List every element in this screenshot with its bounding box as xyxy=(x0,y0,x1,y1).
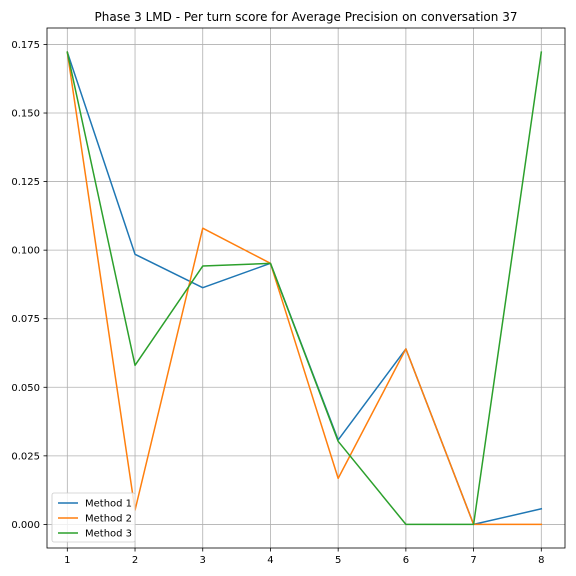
legend: Method 1 Method 2 Method 3 xyxy=(51,492,136,543)
x-tick-label: 2 xyxy=(132,555,138,566)
x-tick-label: 8 xyxy=(538,555,544,566)
x-tick-label: 3 xyxy=(200,555,206,566)
plot-area xyxy=(46,27,566,549)
series-lines xyxy=(66,51,543,526)
axes: 1 2 3 4 5 6 7 8 0.000 0.025 0.050 0.075 0.100 0.125 0.… xyxy=(11,40,544,566)
chart-title: Phase 3 LMD - Per turn score for Average… xyxy=(95,10,518,24)
y-tick-label: 0.175 xyxy=(11,40,40,51)
legend-label: Method 3 xyxy=(85,529,132,540)
x-tick-label: 6 xyxy=(403,555,409,566)
y-tick-label: 0.100 xyxy=(11,246,40,257)
y-tick-label: 0.000 xyxy=(11,520,40,531)
grid xyxy=(47,28,565,548)
y-tick-label: 0.075 xyxy=(11,314,40,325)
y-tick-label: 0.025 xyxy=(11,451,40,462)
legend-label: Method 2 xyxy=(85,514,132,525)
x-tick-label: 7 xyxy=(470,555,476,566)
legend-box xyxy=(51,492,136,543)
legend-label: Method 1 xyxy=(85,499,132,510)
x-tick-label: 4 xyxy=(267,555,273,566)
series-line-method-3 xyxy=(66,51,543,526)
y-tick-label: 0.125 xyxy=(11,177,40,188)
series-line-method-2 xyxy=(66,51,543,526)
x-tick-label: 5 xyxy=(335,555,341,566)
x-tick-label: 1 xyxy=(64,555,70,566)
y-tick-label: 0.050 xyxy=(11,383,40,394)
y-tick-label: 0.150 xyxy=(11,109,40,120)
